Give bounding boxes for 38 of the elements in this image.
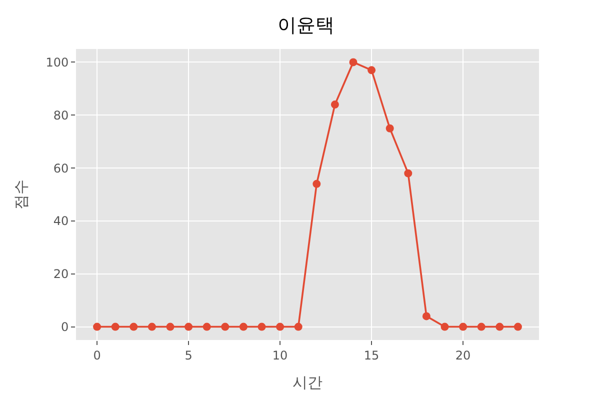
point (477, 322, 486, 331)
point (514, 322, 522, 331)
point (294, 322, 302, 331)
x-tick-label: 0 (93, 348, 101, 362)
point (368, 66, 376, 74)
point (111, 322, 120, 331)
point (404, 169, 412, 178)
point (239, 322, 248, 331)
point (386, 124, 394, 132)
point (330, 100, 339, 109)
point (166, 322, 174, 331)
point (349, 58, 358, 66)
point (312, 180, 321, 188)
point (422, 312, 430, 320)
y-tick-label: 100 (46, 55, 69, 70)
x-tick-label: 5 (184, 348, 192, 362)
point (496, 322, 504, 331)
point (440, 322, 449, 331)
y-tick-label: 0 (60, 320, 69, 334)
point (184, 322, 193, 331)
point (276, 322, 284, 331)
x-tick-label: 10 (272, 348, 288, 362)
y-tick-label: 40 (53, 214, 69, 228)
point (258, 322, 266, 331)
y-tick-label: 20 (53, 267, 69, 282)
point (130, 322, 138, 331)
point (202, 322, 211, 331)
x-axis-title: 시간 (292, 373, 322, 392)
point (221, 322, 230, 331)
point (93, 322, 102, 331)
point (459, 322, 468, 331)
y-axis-title: 점수 (12, 180, 30, 210)
y-tick-label: 80 (53, 108, 69, 122)
y-tick-label: 60 (53, 161, 69, 176)
point (148, 322, 156, 331)
chart-title: 이윤택 (278, 14, 334, 36)
x-tick-label: 15 (364, 348, 380, 362)
x-tick-label: 20 (455, 348, 471, 362)
